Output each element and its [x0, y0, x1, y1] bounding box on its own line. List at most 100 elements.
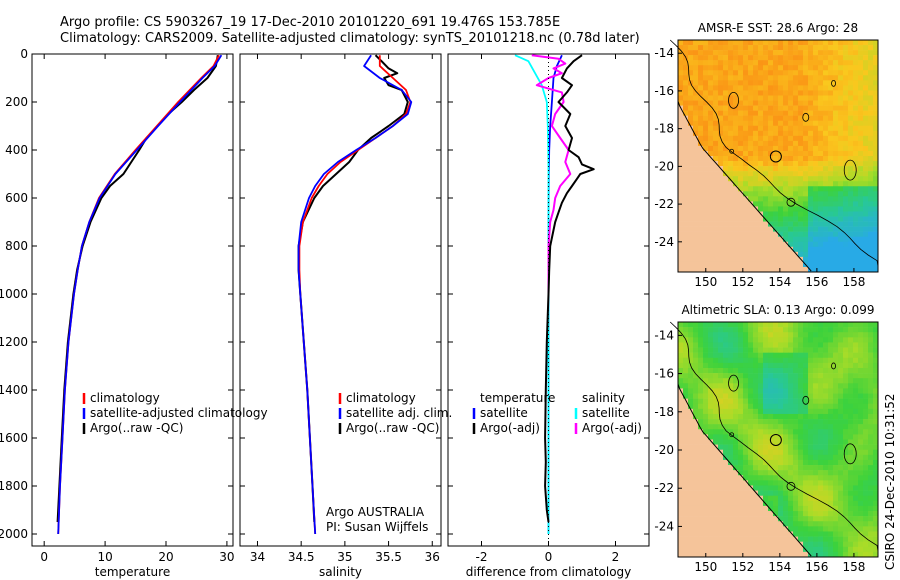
sla-map-cell — [763, 388, 769, 394]
sst-map-cell — [848, 221, 854, 227]
sla-map-cell — [688, 352, 694, 359]
sla-map-cell — [778, 322, 784, 328]
sla-map-cell — [728, 521, 734, 527]
sla-map-cell — [693, 439, 699, 445]
sst-map-cell — [678, 256, 684, 263]
sst-map-cell — [683, 221, 689, 227]
sst-map-cell — [828, 156, 834, 162]
sst-map-cell — [688, 40, 694, 46]
sla-map-cell — [843, 459, 849, 466]
sla-map-cell — [768, 541, 774, 548]
sla-map-cell — [783, 475, 789, 481]
sst-map-cell — [848, 181, 854, 187]
sst-map-cell — [783, 181, 789, 187]
sst-map-cell — [828, 70, 834, 76]
sla-map-cell — [858, 403, 864, 410]
sst-map-cell — [748, 75, 754, 81]
sst-map-cell — [843, 100, 849, 106]
sla-map-cell — [753, 419, 759, 425]
sla-map-cell — [683, 378, 689, 384]
sla-map-cell — [753, 546, 759, 553]
sst-map-cell — [733, 65, 739, 71]
sst-map-cell — [743, 85, 749, 91]
sla-map-cell — [843, 449, 849, 456]
sst-map-cell — [738, 85, 744, 91]
sst-map-cell — [693, 55, 699, 61]
salinity-axes-frame — [239, 53, 442, 547]
sla-map-cell — [703, 459, 709, 466]
sla-map-cell — [713, 383, 719, 389]
sst-map-cell — [853, 110, 859, 116]
sla-map-cell — [708, 475, 714, 481]
sla-map-cell — [683, 511, 689, 517]
sst-map-cell — [813, 130, 819, 137]
sst-map-cell — [743, 261, 749, 268]
sst-map-cell — [708, 125, 714, 132]
sst-map-cell — [808, 90, 814, 96]
sst-map-cell — [843, 186, 849, 192]
sla-map-cell — [838, 378, 844, 384]
sst-map-cell — [748, 135, 754, 142]
sla-map-cell — [813, 388, 819, 394]
sla-map-cell — [843, 434, 849, 440]
sla-map-cell — [713, 413, 719, 420]
sla-map-cell — [728, 531, 734, 537]
sst-map-cell — [768, 221, 774, 227]
sla-map-cell — [823, 352, 829, 359]
sst-map-cell — [688, 226, 694, 232]
sla-map-cell — [703, 495, 709, 502]
sst-map-cell — [833, 166, 839, 172]
sla-map-cell — [868, 500, 874, 507]
sla-map-cell — [803, 403, 809, 410]
sst-map-cell — [768, 196, 774, 202]
sla-map-cell — [748, 347, 754, 353]
sla-map-cell — [788, 536, 794, 542]
sst-map-cell — [678, 130, 684, 137]
sla-map-cell — [718, 408, 724, 415]
sst-map-cell — [738, 50, 744, 56]
sla-map-cell — [758, 541, 764, 548]
sla-map-cell — [833, 342, 839, 348]
sla-map-cell — [713, 500, 719, 507]
sla-map-cell — [873, 413, 879, 420]
sst-map-cell — [768, 95, 774, 101]
sst-map-cell — [678, 60, 684, 66]
sst-map-cell — [743, 206, 749, 212]
sla-map-cell — [678, 383, 684, 389]
sst-map-cell — [848, 55, 854, 61]
sla-map-cell — [728, 352, 734, 359]
sla-map-cell — [873, 362, 879, 369]
sst-map-cell — [798, 115, 804, 121]
sla-map-cell — [823, 521, 829, 527]
sla-map-cell — [818, 500, 824, 507]
sst-map-cell — [858, 125, 864, 132]
sla-map-cell — [683, 505, 689, 512]
sla-map-cell — [698, 322, 704, 328]
sst-map-cell — [803, 186, 809, 192]
sst-map-cell — [783, 246, 789, 253]
sla-map-cell — [853, 546, 859, 553]
sst-map-cell — [708, 45, 714, 51]
sst-map-cell — [718, 60, 724, 66]
sla-map-cell — [688, 408, 694, 415]
sst-map-cell — [748, 110, 754, 116]
sla-map-cell — [838, 408, 844, 415]
sst-map-cell — [838, 75, 844, 81]
sla-map-cell — [753, 444, 759, 451]
sla-map-cell — [708, 439, 714, 445]
sst-map-cell — [808, 45, 814, 51]
sst-map-cell — [803, 130, 809, 137]
sla-map-cell — [708, 485, 714, 491]
sla-map-cell — [818, 495, 824, 502]
sla-map-cell — [723, 485, 729, 491]
sst-map-cell — [863, 45, 869, 51]
sla-map-cell — [813, 536, 819, 542]
sla-map-cell — [688, 413, 694, 420]
sst-map-cell — [728, 150, 734, 157]
sla-map-cell — [693, 521, 699, 527]
sst-map-cell — [743, 130, 749, 137]
sla-map-cell — [818, 521, 824, 527]
sst-map-cell — [783, 251, 789, 258]
sst-map-cell — [873, 70, 879, 76]
sla-map-cell — [803, 516, 809, 522]
